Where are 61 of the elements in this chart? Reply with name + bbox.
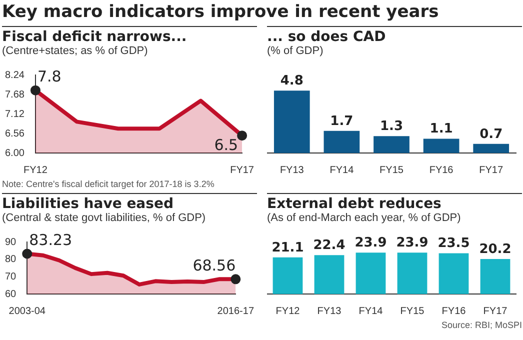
bar — [272, 257, 303, 294]
x-tick-label: FY15 — [380, 164, 404, 176]
bar — [480, 258, 510, 294]
x-tick-label: FY16 — [442, 306, 466, 317]
data-label: 22.4 — [313, 238, 346, 254]
data-label: 4.8 — [280, 73, 304, 88]
chart-subtitle: (Centre+states; as % of GDP) — [2, 45, 149, 57]
y-tick-label: 6.56 — [4, 128, 25, 140]
bar — [324, 130, 360, 153]
bar — [423, 138, 460, 153]
data-label: 1.1 — [430, 122, 453, 137]
x-tick-label: FY14 — [358, 306, 384, 317]
x-tick-label: FY16 — [429, 164, 454, 176]
bar — [397, 252, 428, 294]
bar — [314, 255, 344, 294]
data-label: 6.5 — [214, 136, 238, 154]
chart-title: Liabilities have eased — [2, 196, 174, 212]
chart-title: Fiscal deficit narrows... — [2, 29, 188, 45]
bar — [274, 90, 310, 153]
data-label: 20.2 — [479, 242, 512, 257]
y-tick-label: 90 — [5, 236, 17, 248]
bar — [473, 144, 510, 153]
x-tick-label: FY17 — [483, 306, 508, 317]
y-tick-label: 7.12 — [4, 108, 25, 120]
chart-title: ... so does CAD — [267, 29, 387, 45]
y-tick-label: 60 — [5, 288, 17, 300]
y-tick-label: 7.68 — [4, 89, 25, 100]
x-tick-label: 2003-04 — [8, 306, 46, 317]
x-tick-label: FY13 — [317, 306, 342, 317]
data-label: 1.3 — [380, 118, 404, 134]
x-tick-label: FY12 — [276, 306, 300, 317]
y-tick-label: 8.24 — [4, 70, 25, 81]
chart-subtitle: (As of end-March each year, % of GDP) — [267, 212, 462, 224]
text: Key macro indicators improve in recent years — [1, 1, 440, 24]
x-tick-label: FY15 — [400, 306, 425, 317]
data-label: 83.23 — [29, 231, 72, 250]
y-tick-label: 6.00 — [4, 148, 25, 159]
x-tick-label: FY14 — [330, 164, 354, 176]
bar — [438, 253, 469, 294]
data-label: 7.8 — [37, 68, 62, 86]
x-tick-label: FY17 — [479, 164, 504, 176]
bar — [374, 136, 410, 153]
x-tick-label: FY17 — [230, 164, 254, 176]
data-label: 23.9 — [354, 235, 387, 250]
source-note: Source: RBI; MoSPI — [440, 320, 522, 330]
chart-subtitle: (% of GDP) — [267, 45, 324, 57]
text: Note: Centre's fiscal deficit target for 2017-18 is 3.2% — [2, 179, 216, 189]
data-label: 68.56 — [192, 256, 236, 275]
x-tick-label: 2016-17 — [217, 306, 254, 317]
chart-subtitle: (Central & state govt liabilities, % of GDP) — [2, 212, 207, 224]
data-label: 23.9 — [396, 235, 428, 250]
data-label: 23.5 — [438, 236, 470, 252]
bar — [356, 252, 386, 294]
chart-title: External debt reduces — [267, 196, 442, 212]
data-label: 0.7 — [480, 126, 503, 142]
data-label: 1.7 — [330, 114, 354, 129]
x-tick-label: FY12 — [24, 164, 48, 176]
y-tick-label: 80 — [5, 254, 17, 266]
y-tick-label: 70 — [5, 271, 17, 282]
x-tick-label: FY13 — [280, 164, 304, 176]
data-label: 21.1 — [272, 240, 304, 256]
